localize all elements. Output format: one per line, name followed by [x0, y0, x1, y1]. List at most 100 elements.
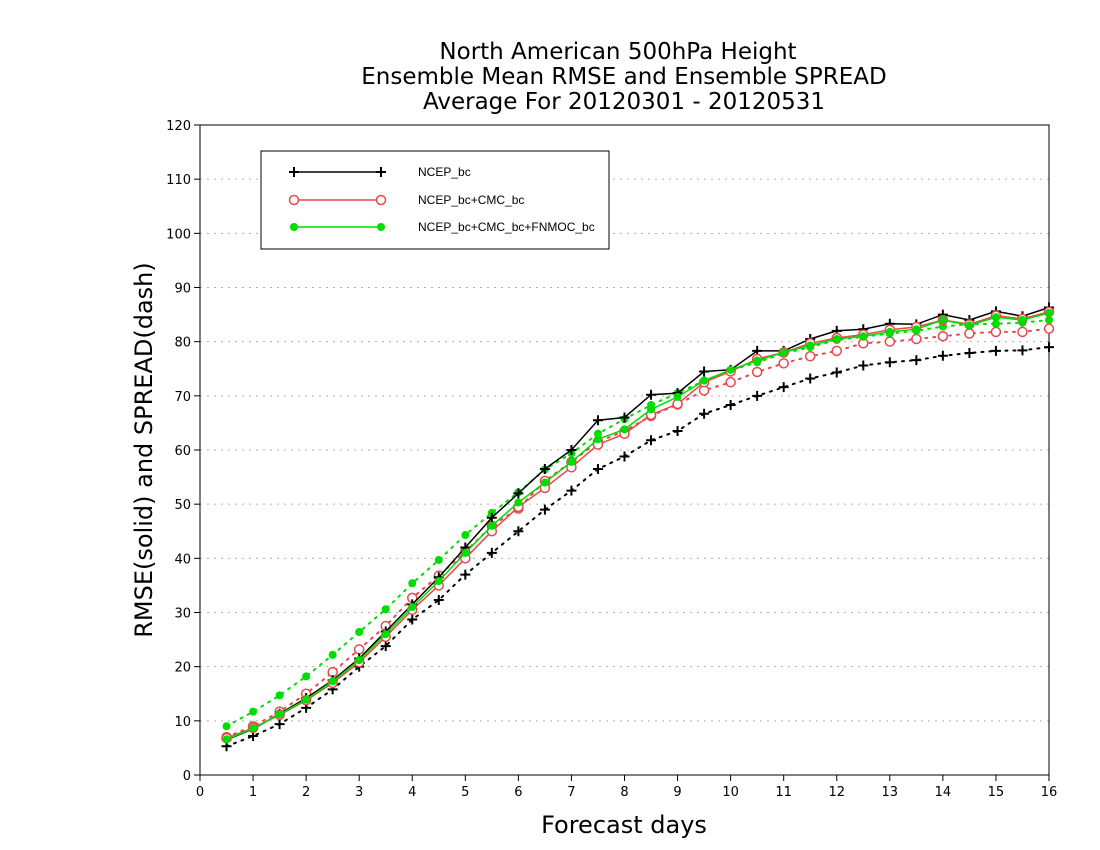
x-tick-label: 11 [775, 785, 792, 800]
series-line [225, 319, 1050, 728]
data-point [302, 672, 311, 681]
data-point [540, 478, 549, 487]
legend-marker [290, 223, 298, 231]
data-point [539, 504, 550, 515]
legend-marker [376, 167, 386, 177]
y-axis-tick-labels: 0 10 20 30 40 50 60 70 80 90 100 110 120 [166, 119, 191, 784]
data-point [699, 408, 710, 419]
data-point [673, 392, 682, 401]
data-point [885, 327, 894, 336]
data-point [805, 373, 816, 384]
data-point [911, 355, 922, 366]
data-point [408, 579, 417, 588]
data-point [619, 412, 630, 423]
data-point [938, 316, 947, 324]
legend-marker [288, 194, 300, 206]
data-point [461, 548, 470, 557]
legend-item: NCEP_bc [289, 165, 471, 179]
data-point [1017, 345, 1028, 356]
data-point [646, 389, 657, 400]
legend-item: NCEP_bc+CMC_bc [288, 193, 524, 207]
legend: NCEP_bc NCEP_bc+CMC_bc NCEP_bc+CMC_bc+FNMO… [260, 150, 610, 250]
data-point [222, 722, 231, 731]
y-axis-title: RMSE(solid) and SPREAD(dash) [130, 262, 158, 638]
x-tick-label: 7 [567, 785, 575, 800]
data-point [752, 390, 763, 401]
data-point [486, 512, 497, 523]
series-rmse-ncep-bc-cmc-bc-fnmoc-bc [222, 308, 1053, 744]
y-tick-label: 40 [174, 552, 191, 567]
data-point [1044, 342, 1054, 353]
data-point [353, 644, 365, 655]
data-point [302, 695, 311, 704]
data-point [380, 641, 391, 652]
data-point [831, 345, 842, 357]
data-point [539, 463, 550, 474]
y-tick-label: 110 [166, 173, 191, 188]
data-point [328, 677, 337, 686]
data-point [1017, 326, 1028, 338]
data-point [513, 488, 524, 499]
x-tick-label: 15 [988, 785, 1005, 800]
y-tick-label: 0 [183, 769, 191, 784]
series-spread-ncep-bc-cmc-bc [221, 323, 1055, 743]
y-tick-label: 60 [174, 444, 191, 459]
data-point [937, 331, 949, 342]
data-point [567, 457, 576, 466]
x-tick-label: 13 [882, 785, 899, 800]
y-tick-label: 100 [166, 227, 191, 242]
data-point [619, 451, 630, 462]
data-point [1045, 308, 1053, 317]
data-point [912, 325, 921, 334]
x-tick-label: 9 [673, 785, 681, 800]
x-tick-label: 0 [196, 785, 204, 800]
data-point [355, 656, 364, 665]
data-point [964, 328, 975, 339]
data-point [672, 426, 683, 437]
series-rmse-ncep-bc-cmc-bc [221, 306, 1055, 744]
legend-item: NCEP_bc+CMC_bc+FNMOC_bc [290, 220, 595, 234]
data-point [858, 360, 869, 371]
series-line [225, 327, 1050, 739]
x-tick-label: 6 [514, 785, 522, 800]
data-point [381, 630, 390, 639]
legend-label: NCEP_bc [418, 165, 471, 179]
legend-marker [289, 167, 299, 177]
data-point [726, 365, 735, 374]
data-point [592, 463, 603, 474]
data-point [1018, 316, 1027, 324]
x-tick-label: 1 [249, 785, 257, 800]
data-point [884, 357, 895, 368]
data-point [486, 547, 497, 558]
data-point [1045, 316, 1053, 324]
legend-label: NCEP_bc+CMC_bc+FNMOC_bc [418, 220, 595, 234]
axis-ticks [194, 124, 1050, 781]
data-point [460, 569, 471, 580]
x-tick-label: 2 [302, 785, 310, 800]
x-axis-tick-labels: 0 1 2 3 4 5 6 7 8 9 10 11 12 13 14 15 16 [196, 785, 1057, 800]
data-point [778, 358, 789, 369]
data-point [778, 382, 789, 393]
y-tick-label: 70 [174, 390, 191, 405]
data-point [964, 348, 975, 359]
y-tick-label: 10 [174, 715, 191, 730]
data-point [434, 577, 443, 586]
chart-title-line-2: Ensemble Mean RMSE and Ensemble SPREAD [361, 64, 886, 90]
data-point [806, 341, 815, 350]
data-point [647, 405, 656, 414]
data-point [965, 321, 974, 330]
y-tick-label: 50 [174, 498, 191, 513]
x-tick-label: 10 [722, 785, 739, 800]
chart-title: North American 500hPa Height Ensemble Me… [361, 39, 886, 115]
legend-label: NCEP_bc+CMC_bc [418, 193, 524, 207]
x-tick-label: 14 [935, 785, 952, 800]
data-point [911, 333, 922, 345]
data-point [566, 485, 577, 496]
data-point [646, 435, 657, 446]
data-point [513, 526, 524, 537]
data-point [328, 650, 337, 659]
x-tick-label: 3 [355, 785, 363, 800]
data-point [381, 605, 390, 614]
data-point [779, 348, 788, 357]
